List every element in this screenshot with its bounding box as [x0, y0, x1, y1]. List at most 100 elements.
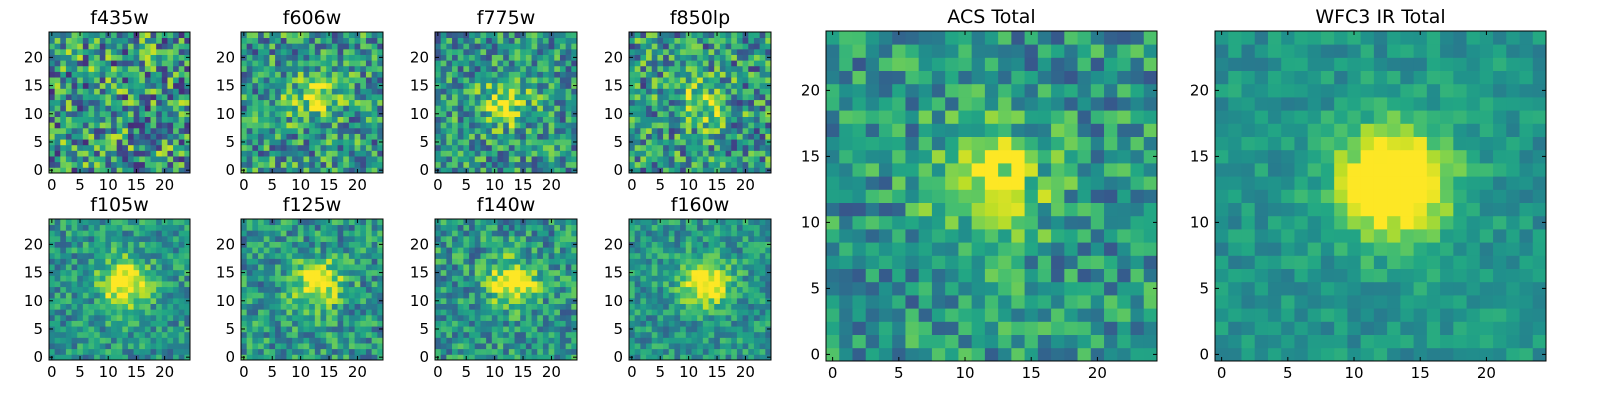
heatmap-cell — [280, 144, 287, 151]
heatmap-cell — [116, 219, 123, 226]
heatmap-cell — [719, 77, 726, 84]
heatmap-cell — [640, 139, 647, 146]
heatmap-cell — [480, 99, 487, 106]
heatmap-cell — [646, 48, 653, 55]
heatmap-cell — [292, 286, 299, 293]
heatmap-cell — [497, 110, 504, 117]
heatmap-cell — [111, 252, 118, 259]
heatmap-cell — [469, 167, 476, 174]
heatmap-cell — [88, 65, 95, 72]
heatmap-cell — [360, 241, 367, 248]
heatmap-cell — [474, 71, 481, 78]
heatmap-cell — [326, 343, 333, 350]
heatmap-cell — [314, 133, 321, 140]
heatmap-cell — [371, 99, 378, 106]
heatmap-cell — [629, 286, 636, 293]
heatmap-cell — [435, 43, 442, 50]
heatmap-cell — [525, 331, 532, 338]
heatmap-cell — [82, 48, 89, 55]
heatmap-cell — [156, 77, 163, 84]
heatmap-cell — [480, 219, 487, 226]
heatmap-cell — [759, 88, 766, 95]
heatmap-cell — [742, 343, 749, 350]
heatmap-cell — [241, 156, 248, 163]
heatmap-cell — [144, 60, 151, 67]
heatmap-cell — [469, 105, 476, 112]
heatmap-cell — [685, 161, 692, 168]
heatmap-cell — [60, 82, 67, 89]
heatmap-cell — [144, 167, 151, 174]
heatmap-cell — [559, 275, 567, 282]
heatmap-cell — [94, 65, 101, 72]
heatmap-cell — [314, 275, 321, 282]
heatmap-cell — [474, 235, 481, 242]
heatmap-cell — [674, 139, 681, 146]
heatmap-cell — [542, 133, 549, 140]
heatmap-cell — [759, 150, 766, 157]
heatmap-cell — [348, 54, 355, 61]
heatmap-cell — [520, 247, 527, 254]
heatmap-cell — [246, 264, 253, 271]
heatmap-cell — [486, 77, 493, 84]
heatmap-cell — [139, 71, 146, 78]
heatmap-cell — [314, 71, 321, 78]
heatmap-cell — [497, 247, 504, 254]
heatmap-cell — [491, 281, 498, 288]
heatmap-cell — [246, 94, 253, 101]
heatmap-cell — [446, 167, 453, 174]
heatmap-cell — [491, 161, 498, 168]
heatmap-cell — [640, 37, 647, 44]
heatmap-cell — [94, 139, 101, 146]
heatmap-cell — [111, 133, 118, 140]
heatmap-cell — [731, 320, 738, 327]
heatmap-cell — [54, 252, 61, 259]
heatmap-cell — [326, 281, 333, 288]
heatmap-cell — [491, 230, 498, 237]
heatmap-cell — [497, 156, 504, 163]
heatmap-cell — [725, 110, 732, 117]
heatmap-cell — [337, 88, 344, 95]
heatmap-cell — [122, 32, 129, 39]
heatmap-cell — [452, 127, 459, 134]
heatmap-cell — [542, 161, 549, 168]
heatmap-cell — [691, 54, 698, 61]
heatmap-cell — [377, 133, 384, 140]
heatmap-cell — [657, 77, 664, 84]
heatmap-cell — [508, 65, 515, 72]
heatmap-cell — [748, 94, 755, 101]
heatmap-cell — [88, 258, 95, 265]
heatmap-cell — [559, 326, 567, 333]
heatmap-cell — [275, 309, 282, 316]
heatmap-cell — [178, 247, 185, 254]
heatmap-cell — [127, 314, 134, 321]
heatmap-cell — [280, 219, 287, 226]
heatmap-cell — [525, 99, 532, 106]
heatmap-cell — [634, 326, 641, 333]
heatmap-cell — [377, 337, 384, 344]
heatmap-cell — [326, 224, 333, 231]
heatmap-cell — [480, 60, 487, 67]
heatmap-cell — [668, 292, 675, 299]
heatmap-cell — [548, 264, 555, 271]
heatmap-cell — [116, 94, 123, 101]
heatmap-cell — [680, 314, 687, 321]
heatmap-cell — [337, 326, 344, 333]
heatmap-cell — [571, 150, 578, 157]
heatmap-cell — [82, 77, 89, 84]
heatmap-cell — [503, 139, 510, 146]
heatmap-cell — [258, 219, 265, 226]
heatmap-cell — [116, 281, 123, 288]
heatmap-cell — [269, 235, 276, 242]
heatmap-cell — [525, 139, 532, 146]
heatmap-cell — [314, 127, 321, 134]
heatmap-cell — [646, 150, 653, 157]
heatmap-cell — [286, 303, 293, 310]
heatmap-cell — [542, 337, 549, 344]
heatmap-cell — [111, 54, 118, 61]
heatmap-cell — [691, 348, 698, 355]
heatmap-cell — [508, 354, 515, 361]
heatmap-cell — [331, 230, 338, 237]
heatmap-cell — [309, 105, 316, 112]
heatmap-cell — [280, 77, 287, 84]
heatmap-cell — [144, 65, 151, 72]
